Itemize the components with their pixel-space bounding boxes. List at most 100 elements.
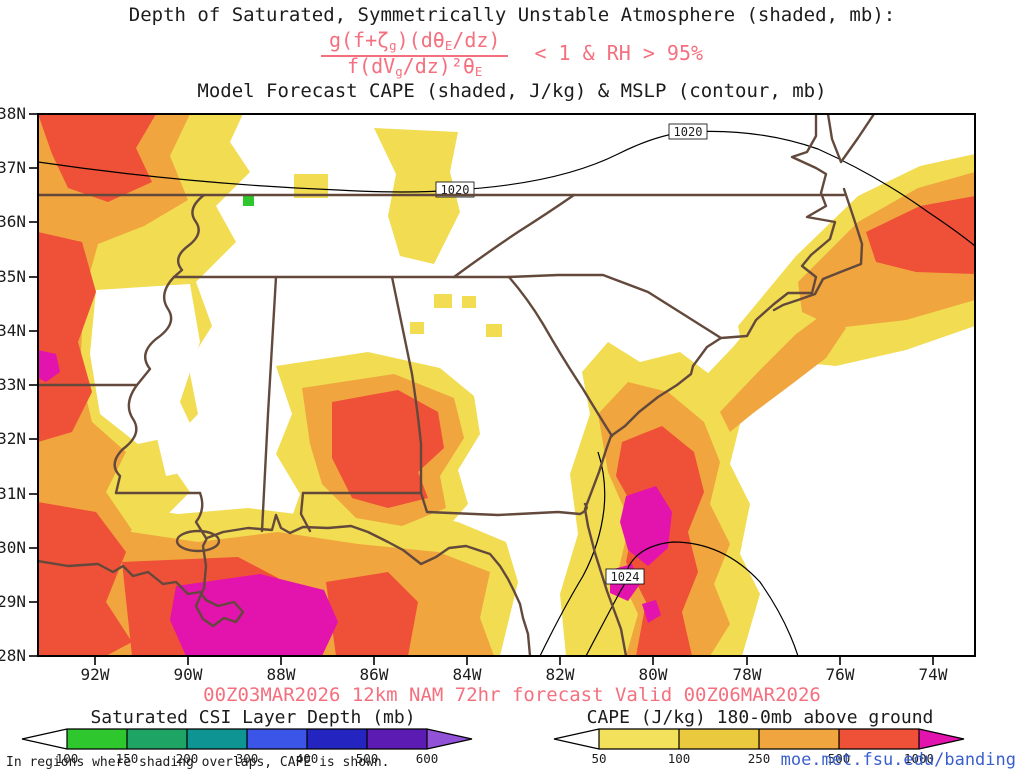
lon-tick-label: 80W (639, 665, 668, 684)
csi-formula: g(f+ζg)(dθE/dz) f(dVg/dz)²θE < 1 & RH > … (0, 28, 1024, 79)
lat-tick-label: 31N (0, 484, 26, 503)
colorbar-segment (247, 729, 307, 749)
lon-tick-label: 92W (81, 665, 110, 684)
shade-region (866, 196, 975, 274)
lat-tick-label: 37N (0, 158, 26, 177)
colorbar-segment (127, 729, 187, 749)
lat-tick-label: 32N (0, 429, 26, 448)
formula-text: /dz)²θ (402, 54, 475, 78)
contour-label: 1020 (441, 183, 470, 197)
lat-tick-label: 38N (0, 104, 26, 123)
state-borders (38, 114, 876, 656)
cape-shading-red (38, 114, 975, 656)
colorbar-segment (427, 729, 472, 749)
contour-label: 1020 (674, 125, 703, 139)
cape-shading-magenta (38, 350, 672, 656)
forecast-valid-text: 00Z03MAR2026 12km NAM 72hr forecast Vali… (203, 684, 821, 706)
colorbar-tick-label: 500 (828, 751, 851, 766)
formula-subscript: E (474, 63, 483, 79)
lon-axis-labels: 92W 90W 88W 86W 84W 82W 80W 78W 76W 74W (81, 665, 948, 684)
contour-label-box (435, 181, 475, 198)
shade-hole (90, 284, 200, 444)
csi-colorbar-labels: 100 150 200 300 400 500 600 (56, 751, 439, 766)
border-ms-al (260, 275, 278, 533)
lat-tick-label: 34N (0, 321, 26, 340)
csi-legend: Saturated CSI Layer Depth (mb) (18, 708, 488, 773)
shade-region (170, 574, 338, 656)
lon-tick-label: 88W (267, 665, 296, 684)
shade-region (642, 600, 661, 623)
formula-denominator: f(dVg/dz)²θE (321, 52, 509, 79)
formula-text: f(dV (347, 54, 396, 78)
website-link[interactable]: moe.met.fsu.edu/banding (780, 750, 1016, 770)
shade-region (332, 390, 444, 508)
csi-colorbar-segments (22, 729, 472, 749)
cape-colorbar: 50 100 250 500 1000 (553, 728, 965, 766)
shade-region (486, 324, 502, 337)
colorbar-segment (367, 729, 427, 749)
csi-colorbar: 100 150 200 300 400 500 600 (21, 728, 473, 766)
legends-row: Saturated CSI Layer Depth (mb) (18, 708, 1024, 773)
colorbar-segment (187, 729, 247, 749)
shade-region (38, 232, 96, 442)
colorbar-tick-label: 200 (176, 751, 199, 766)
shade-hole (156, 428, 214, 476)
csi-legend-title: Saturated CSI Layer Depth (mb) (90, 707, 416, 728)
shade-region (326, 572, 418, 656)
lat-tick-label: 36N (0, 212, 26, 231)
shade-region (243, 196, 254, 206)
formula-subscript: g (389, 37, 397, 53)
lon-tick-label: 86W (360, 665, 389, 684)
formula-text: )(dθ (396, 28, 445, 52)
csi-colorbar-frame (21, 728, 473, 750)
colorbar-tick-label: 500 (356, 751, 379, 766)
lat-tick-label: 29N (0, 592, 26, 611)
formula-subscript: g (395, 63, 403, 79)
colorbar-tick-label: 600 (416, 751, 439, 766)
lake-pontchartrain (175, 529, 221, 553)
unshaded-holes (90, 284, 214, 476)
border-ga-sc (507, 275, 614, 438)
colorbar-segment (599, 729, 679, 749)
lat-axis (29, 113, 38, 657)
page-title: Depth of Saturated, Symmetrically Unstab… (128, 4, 896, 26)
lon-tick-label: 82W (546, 665, 575, 684)
csi-shading-green (243, 196, 254, 206)
formula-condition: < 1 & RH > 95% (534, 41, 704, 65)
lat-tick-label: 35N (0, 267, 26, 286)
lon-tick-label: 74W (919, 665, 948, 684)
lon-tick-label: 84W (453, 665, 482, 684)
border-pearl-river (194, 491, 208, 540)
colorbar-segment (554, 729, 599, 749)
csi-formula-fraction: g(f+ζg)(dθE/dz) f(dVg/dz)²θE (320, 28, 509, 79)
shade-region (434, 294, 452, 308)
border-al-ga (390, 275, 423, 495)
lon-tick-label: 78W (733, 665, 762, 684)
colorbar-segment (919, 729, 964, 749)
border-nc-sc (507, 273, 723, 340)
colorbar-tick-label: 1000 (904, 751, 934, 766)
mslp-contour-1020 (38, 130, 975, 247)
cape-colorbar-segments (554, 729, 964, 749)
contour-label-box (605, 568, 645, 585)
delmarva-peninsula (826, 114, 876, 164)
mslp-contour-labels: 1020 1020 1024 (435, 123, 708, 585)
shade-region (620, 486, 672, 566)
gulf-coastline (38, 513, 532, 656)
lon-tick-label: 90W (174, 665, 203, 684)
colorbar-segment (22, 729, 67, 749)
colorbar-segment (679, 729, 759, 749)
colorbar-tick-label: 150 (116, 751, 139, 766)
outer-banks (772, 187, 864, 312)
forecast-map: 1020 1020 1024 (0, 104, 976, 684)
colorbar-segment (67, 729, 127, 749)
border-perdido-river (299, 491, 312, 533)
contour-label-box (668, 123, 708, 140)
shade-region (38, 350, 60, 382)
colorbar-tick-label: 50 (591, 751, 606, 766)
lat-tick-label: 30N (0, 538, 26, 557)
colorbar-tick-label: 300 (236, 751, 259, 766)
lat-tick-label: 33N (0, 375, 26, 394)
shade-region (462, 296, 476, 308)
shade-region (38, 502, 132, 656)
